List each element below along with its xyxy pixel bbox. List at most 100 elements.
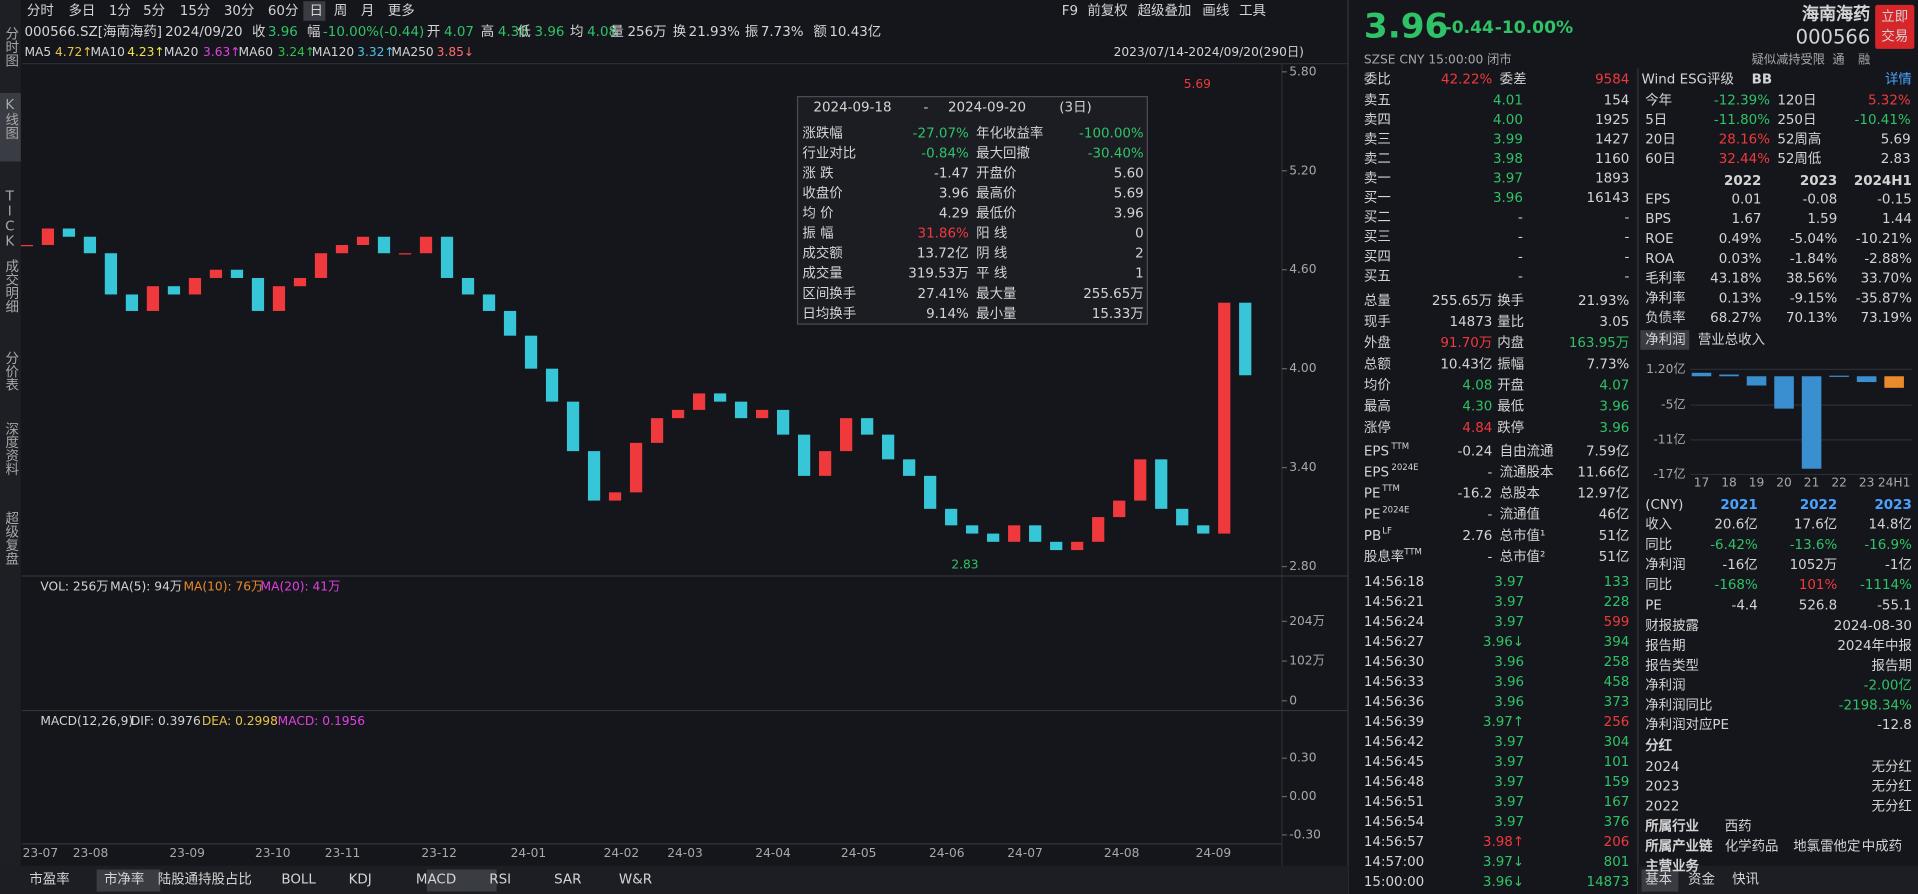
tool-button[interactable]: 画线 xyxy=(1202,3,1229,19)
period-tab[interactable]: 周 xyxy=(334,4,347,19)
y-tick-label: -11亿 xyxy=(1653,431,1685,446)
tab-active xyxy=(1640,330,1690,350)
tool-button[interactable]: 超级叠加 xyxy=(1138,3,1192,19)
finance-cell: 0.03% xyxy=(1719,252,1762,267)
finance-cell: -5.04% xyxy=(1790,232,1838,247)
tab-active xyxy=(96,869,161,892)
tick-row-cell: 801 xyxy=(1604,855,1630,870)
date: 2024/09/20 xyxy=(165,25,242,40)
x-tick-label: 23 xyxy=(1859,476,1875,490)
x-tick-label: 24-08 xyxy=(1104,846,1140,860)
ma-value: 3.63↑ xyxy=(203,45,240,59)
popup-date[interactable]: 2024-09-18 xyxy=(813,101,891,116)
indicator-tab[interactable]: SAR xyxy=(554,872,581,887)
side-tab[interactable]: 基本 xyxy=(1645,870,1672,887)
period-tab[interactable]: 15分 xyxy=(180,3,211,19)
fundamental-label: PB xyxy=(1364,529,1381,544)
candle xyxy=(1218,302,1231,534)
tool-button[interactable]: 工具 xyxy=(1239,4,1266,19)
tab-active xyxy=(426,869,497,892)
ma-label: MA60 xyxy=(239,45,273,59)
sidebar-item[interactable]: 分价表 xyxy=(2,351,19,392)
fundamental-value: 51亿 xyxy=(1599,528,1630,544)
esg-link[interactable]: 详情 xyxy=(1885,71,1912,87)
macd-header: DEA: 0.2998 xyxy=(202,714,278,728)
annual-cell: 101% xyxy=(1799,578,1838,593)
indicator-tab[interactable]: RSI xyxy=(489,872,511,887)
fundamental-label: 总股本 xyxy=(1500,486,1540,502)
tick-row-cell: 14:56:33 xyxy=(1364,675,1424,690)
period-tab[interactable]: 日 xyxy=(309,4,322,19)
indicator-tab[interactable]: MACD xyxy=(416,872,456,887)
popup-cell: 最低价 xyxy=(976,206,1017,222)
macd-header: MACD: 0.1956 xyxy=(278,714,365,728)
finance-cell: -0.08 xyxy=(1802,192,1837,207)
report-cell: 净利润同比 xyxy=(1645,697,1712,713)
indicator-tab[interactable]: 陆股通持股占比 xyxy=(158,871,252,887)
x-tick-label: 17 xyxy=(1694,476,1710,490)
sidebar-item[interactable]: 分时图 xyxy=(2,27,19,68)
indicator-tab[interactable]: KDJ xyxy=(349,872,372,887)
side-tab[interactable]: 资金 xyxy=(1688,871,1715,887)
order-book-cell: 1893 xyxy=(1595,172,1629,187)
trade-button-label[interactable]: 交易 xyxy=(1881,28,1908,45)
quote-label: 收 xyxy=(252,24,265,40)
indicator-tab[interactable]: 市净率 xyxy=(104,870,144,887)
annual-header: 2021 xyxy=(1720,498,1757,513)
sidebar-item[interactable]: 深度资料 xyxy=(2,422,19,476)
sidebar-item[interactable]: 成交明细 xyxy=(2,259,19,313)
popup-cell: 2 xyxy=(1135,247,1144,262)
sidebar-item[interactable]: K线图 xyxy=(2,98,19,140)
finance-cell: 负债率 xyxy=(1645,309,1685,326)
annual-cell: 同比 xyxy=(1645,577,1672,593)
tool-button[interactable]: F9 xyxy=(1062,4,1078,19)
indicator-tab[interactable]: 市盈率 xyxy=(29,870,69,887)
period-tab[interactable]: 更多 xyxy=(388,2,415,19)
profit-tab[interactable]: 净利润 xyxy=(1645,332,1685,348)
stats-cell: 涨停 xyxy=(1364,419,1391,436)
candle xyxy=(104,253,118,295)
volume-header: MA(5): 94万 xyxy=(110,580,182,594)
quote-label: 开 xyxy=(427,25,440,40)
ma-value: 4.72↑ xyxy=(55,45,92,59)
quote-value: 4.08 xyxy=(587,25,617,40)
period-tab[interactable]: 5分 xyxy=(143,3,165,19)
indicator-tab[interactable]: BOLL xyxy=(281,872,316,887)
popup-cell: 319.53万 xyxy=(908,267,968,282)
annual-cell: -16亿 xyxy=(1722,557,1757,573)
period-tab[interactable]: 月 xyxy=(361,4,374,19)
sidebar-item[interactable]: TICK xyxy=(2,190,17,250)
annual-cell: -6.42% xyxy=(1710,538,1758,553)
period-tab[interactable]: 1分 xyxy=(109,3,131,19)
candle xyxy=(587,451,601,501)
order-book-cell: - xyxy=(1518,250,1523,265)
performance-cell: -10.41% xyxy=(1855,113,1911,128)
performance-cell: 5.69 xyxy=(1881,132,1911,147)
sidebar-item[interactable]: 超级复盘 xyxy=(2,511,19,565)
tick-row-cell: 14:56:57 xyxy=(1364,835,1424,850)
stats-cell: 3.96 xyxy=(1599,421,1629,436)
period-tab[interactable]: 30分 xyxy=(224,3,255,19)
candle xyxy=(566,401,580,452)
candle xyxy=(440,236,454,278)
quote-label: 额 xyxy=(813,24,827,40)
period-tab[interactable]: 分时 xyxy=(27,3,54,19)
order-book-cell: 3.96 xyxy=(1493,191,1523,206)
candle xyxy=(1239,302,1252,376)
popup-date[interactable]: 2024-09-20 xyxy=(948,101,1026,116)
tick-row-cell: 458 xyxy=(1604,675,1630,690)
side-tab[interactable]: 快讯 xyxy=(1732,871,1759,887)
finance-cell: 43.18% xyxy=(1710,272,1761,287)
period-tab[interactable]: 多日 xyxy=(68,2,95,19)
trade-button[interactable] xyxy=(1875,4,1915,49)
annual-cell: 同比 xyxy=(1645,537,1672,553)
tick-row-cell: 3.96↓ xyxy=(1483,635,1524,650)
candle xyxy=(41,228,55,245)
candle xyxy=(335,244,349,254)
tool-button[interactable]: 前复权 xyxy=(1087,2,1127,19)
indicator-tab[interactable]: W&R xyxy=(619,872,652,887)
period-tab[interactable]: 60分 xyxy=(268,3,299,19)
profit-tab[interactable]: 营业总收入 xyxy=(1698,332,1765,348)
trade-button-label[interactable]: 立即 xyxy=(1881,9,1908,25)
